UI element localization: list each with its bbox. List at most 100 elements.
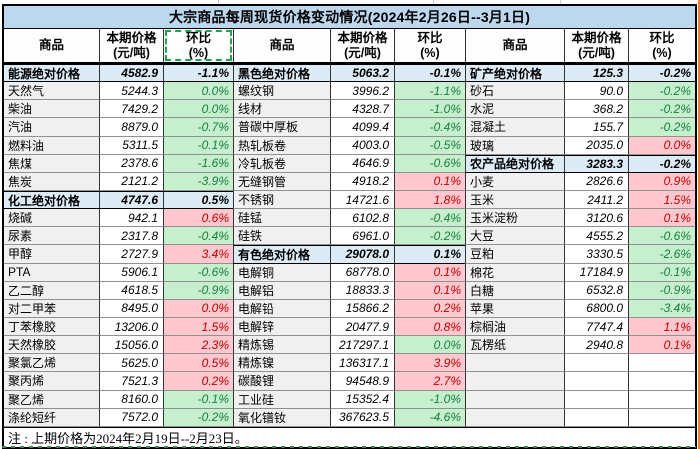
- commodity-cell[interactable]: 有色绝对价格: [233, 245, 330, 264]
- price-cell[interactable]: [564, 408, 628, 427]
- price-cell[interactable]: [564, 372, 628, 391]
- change-cell[interactable]: -0.2%: [394, 227, 465, 246]
- change-cell[interactable]: [628, 354, 695, 373]
- price-cell[interactable]: 217297.1: [330, 336, 394, 355]
- price-cell[interactable]: 4582.9: [99, 64, 163, 83]
- price-cell[interactable]: 29078.0: [330, 245, 394, 264]
- commodity-cell[interactable]: PTA: [4, 263, 99, 282]
- price-cell[interactable]: 20477.9: [330, 317, 394, 337]
- commodity-cell[interactable]: 聚丙烯: [4, 372, 99, 391]
- commodity-cell[interactable]: 白糖: [465, 281, 564, 300]
- change-cell[interactable]: 0.1%: [394, 245, 465, 264]
- column-header-commodity[interactable]: 商品: [38, 38, 64, 52]
- commodity-cell[interactable]: 冷轧板卷: [233, 154, 330, 173]
- column-header-commodity[interactable]: 商品: [233, 29, 330, 62]
- commodity-cell[interactable]: 聚乙烯: [4, 390, 99, 409]
- price-cell[interactable]: 18833.3: [330, 281, 394, 300]
- change-cell[interactable]: 0.1%: [628, 336, 695, 355]
- commodity-cell[interactable]: 小麦: [465, 172, 564, 191]
- commodity-cell[interactable]: 工业硅: [233, 390, 330, 409]
- price-cell[interactable]: 68778.0: [330, 263, 394, 282]
- price-cell[interactable]: 15056.0: [99, 336, 163, 355]
- price-cell[interactable]: 2035.0: [564, 136, 628, 155]
- commodity-cell[interactable]: 黑色绝对价格: [233, 64, 330, 83]
- price-cell[interactable]: 2121.2: [99, 172, 163, 191]
- commodity-cell[interactable]: 能源绝对价格: [4, 64, 99, 83]
- change-cell[interactable]: 0.2%: [163, 372, 233, 391]
- commodity-cell[interactable]: 烧碱: [4, 209, 99, 228]
- price-cell[interactable]: 3996.2: [330, 82, 394, 101]
- commodity-cell[interactable]: 焦煤: [4, 154, 99, 173]
- commodity-cell[interactable]: 氧化镨钕: [233, 408, 330, 427]
- column-header-price[interactable]: 本期价格 (元/吨): [99, 29, 163, 62]
- price-cell[interactable]: 5063.2: [330, 64, 394, 83]
- commodity-cell[interactable]: 无缝钢管: [233, 172, 330, 191]
- change-cell[interactable]: -0.9%: [628, 281, 695, 300]
- price-cell[interactable]: 155.7: [564, 118, 628, 137]
- price-cell[interactable]: 6102.8: [330, 209, 394, 228]
- commodity-cell[interactable]: 精炼锡: [233, 336, 330, 355]
- price-cell[interactable]: 4099.4: [330, 118, 394, 137]
- commodity-cell[interactable]: [465, 372, 564, 391]
- change-cell[interactable]: 3.4%: [163, 245, 233, 264]
- commodity-cell[interactable]: 矿产绝对价格: [465, 64, 564, 83]
- change-cell[interactable]: -0.2%: [163, 408, 233, 427]
- price-cell[interactable]: 2727.9: [99, 245, 163, 264]
- change-cell[interactable]: 0.9%: [628, 172, 695, 191]
- change-cell[interactable]: -0.5%: [394, 136, 465, 155]
- change-cell[interactable]: -2.6%: [628, 245, 695, 264]
- column-header-commodity[interactable]: 商品: [465, 29, 564, 62]
- change-cell[interactable]: -4.6%: [394, 408, 465, 427]
- price-cell[interactable]: 15866.2: [330, 299, 394, 318]
- change-cell[interactable]: -1.6%: [163, 154, 233, 173]
- change-cell[interactable]: [628, 372, 695, 391]
- commodity-cell[interactable]: 电解锌: [233, 317, 330, 337]
- commodity-cell[interactable]: 螺纹钢: [233, 82, 330, 101]
- change-cell[interactable]: 2.7%: [394, 372, 465, 391]
- change-cell[interactable]: [628, 390, 695, 409]
- price-cell[interactable]: 7747.4: [564, 317, 628, 337]
- change-cell[interactable]: -1.0%: [394, 390, 465, 409]
- commodity-cell[interactable]: 柴油: [4, 100, 99, 119]
- change-cell[interactable]: 0.5%: [163, 354, 233, 373]
- commodity-cell[interactable]: 瓦楞纸: [465, 336, 564, 355]
- commodity-cell[interactable]: 对二甲苯: [4, 299, 99, 318]
- price-cell[interactable]: 3283.3: [564, 154, 628, 173]
- commodity-cell[interactable]: 乙二醇: [4, 281, 99, 300]
- change-cell[interactable]: -0.4%: [394, 118, 465, 137]
- price-cell[interactable]: 125.3: [564, 64, 628, 83]
- price-cell[interactable]: [564, 354, 628, 373]
- price-cell[interactable]: 5244.3: [99, 82, 163, 101]
- change-cell[interactable]: -0.9%: [163, 281, 233, 300]
- commodity-cell[interactable]: 热轧板卷: [233, 136, 330, 155]
- price-cell[interactable]: 5625.0: [99, 354, 163, 373]
- price-cell[interactable]: 8495.0: [99, 299, 163, 318]
- commodity-cell[interactable]: 天然橡胶: [4, 336, 99, 355]
- change-cell[interactable]: 0.1%: [394, 172, 465, 191]
- price-cell[interactable]: 4646.9: [330, 154, 394, 173]
- commodity-cell[interactable]: 电解铜: [233, 263, 330, 282]
- change-cell[interactable]: -0.2%: [628, 154, 695, 173]
- commodity-cell[interactable]: 苹果: [465, 299, 564, 318]
- commodity-cell[interactable]: 玉米淀粉: [465, 209, 564, 228]
- change-cell[interactable]: -1.1%: [394, 82, 465, 101]
- change-cell[interactable]: -3.4%: [628, 299, 695, 318]
- change-cell[interactable]: 1.5%: [628, 190, 695, 210]
- change-cell[interactable]: 0.0%: [163, 82, 233, 101]
- price-cell[interactable]: 3330.5: [564, 245, 628, 264]
- change-cell[interactable]: -0.1%: [163, 390, 233, 409]
- price-cell[interactable]: 368.2: [564, 100, 628, 119]
- commodity-cell[interactable]: 精炼镍: [233, 354, 330, 373]
- column-header-change-selected[interactable]: 环比 (%): [163, 29, 233, 62]
- commodity-cell[interactable]: 尿素: [4, 227, 99, 246]
- price-cell[interactable]: 5311.5: [99, 136, 163, 155]
- price-cell[interactable]: 8160.0: [99, 390, 163, 409]
- price-cell[interactable]: 6532.8: [564, 281, 628, 300]
- change-cell[interactable]: -0.6%: [394, 154, 465, 173]
- price-cell[interactable]: 7521.3: [99, 372, 163, 391]
- change-cell[interactable]: -1.1%: [163, 64, 233, 83]
- change-cell[interactable]: 3.9%: [394, 354, 465, 373]
- change-cell[interactable]: 0.0%: [163, 299, 233, 318]
- change-cell[interactable]: 0.2%: [394, 299, 465, 318]
- price-cell[interactable]: 2317.8: [99, 227, 163, 246]
